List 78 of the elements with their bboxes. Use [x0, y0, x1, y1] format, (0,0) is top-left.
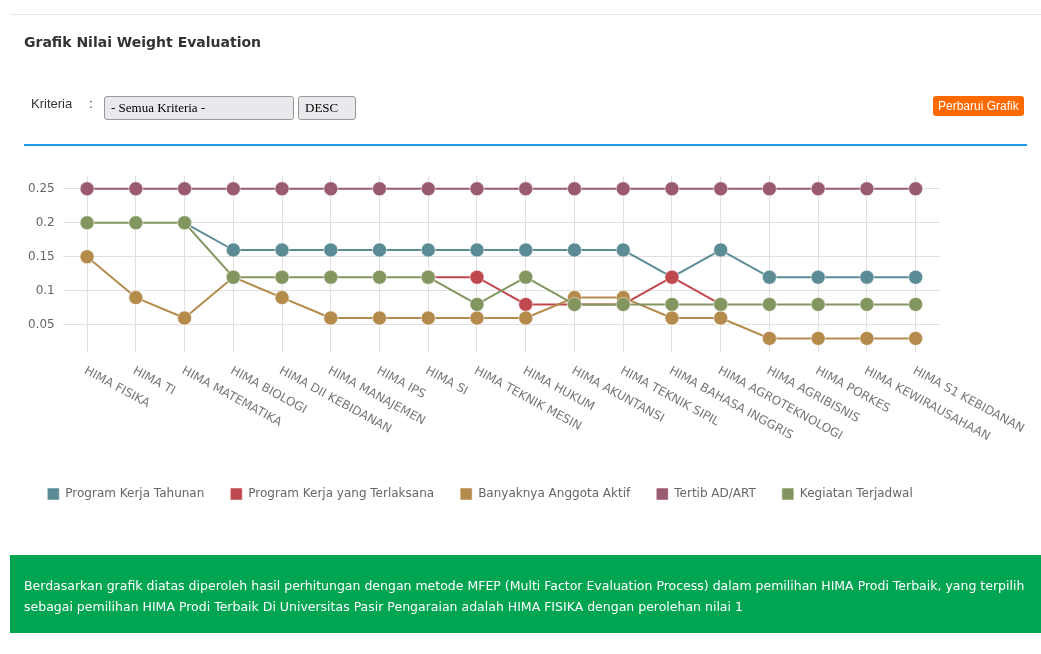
point [908, 331, 923, 346]
y-tick-label: 0.15 [28, 248, 55, 263]
text: Berdasarkan grafik diatas diperoleh hasil perhitungan dengan metode MFEP (Multi Factor Evaluation Process) dalam pemilihan HIMA Prodi Terbaik, yang terpilih sebagai pemilihan HIMA Prodi Terbaik Di Universitas Pasir Pengaraian adalah HIMA FISIKA dengan perolehan nilai 1 [10, 555, 1041, 633]
point [372, 181, 387, 197]
point [615, 181, 631, 197]
point [79, 215, 95, 231]
point [810, 181, 826, 197]
point [274, 181, 290, 197]
legend-label: Tertib AD/ART [673, 486, 757, 501]
point [567, 242, 582, 258]
point [469, 242, 485, 258]
point [762, 181, 777, 197]
point [713, 242, 728, 258]
point [372, 242, 387, 258]
point [762, 297, 777, 312]
point [859, 331, 875, 346]
point [372, 269, 387, 285]
point [226, 181, 241, 197]
point [713, 310, 728, 326]
point [274, 290, 290, 305]
y-tick-label: 0.2 [35, 214, 55, 229]
point [372, 310, 387, 326]
legend-label: Banyaknya Anggota Aktif [478, 486, 632, 501]
point [762, 331, 777, 346]
point [664, 310, 680, 326]
text: DESC [298, 96, 356, 120]
point [518, 297, 533, 312]
point [908, 297, 923, 312]
point [274, 242, 290, 258]
point [469, 297, 485, 312]
point [567, 181, 582, 197]
point [128, 215, 144, 231]
point [469, 269, 485, 285]
point [518, 310, 533, 326]
point [859, 297, 875, 312]
point [323, 181, 339, 197]
point [274, 269, 290, 285]
point [323, 242, 339, 258]
y-tick-label: 0.05 [28, 316, 55, 331]
point [810, 297, 826, 312]
point [323, 269, 339, 285]
legend-label: Kegiatan Terjadwal [799, 486, 913, 501]
point [177, 310, 192, 326]
point [713, 181, 728, 197]
point [421, 181, 436, 197]
legend-label: Program Kerja Tahunan [65, 486, 205, 501]
point [615, 242, 631, 258]
text: - Semua Kriteria - [104, 96, 294, 120]
text: Perbarui Grafik [933, 96, 1024, 116]
point [128, 290, 144, 305]
point [664, 297, 680, 312]
point [421, 242, 436, 258]
point [469, 181, 485, 197]
point [518, 242, 533, 258]
point [177, 181, 192, 197]
point [810, 331, 826, 346]
text: Kriteria [31, 96, 73, 111]
y-tick-label: 0.25 [28, 180, 55, 195]
point [810, 269, 826, 285]
point [79, 249, 95, 265]
point [908, 269, 923, 285]
point [908, 181, 923, 197]
chart-title: Grafik Nilai Weight Evaluation [24, 34, 262, 50]
point [421, 310, 436, 326]
point [79, 181, 95, 197]
point [762, 269, 777, 285]
point [859, 181, 875, 197]
y-tick-label: 0.1 [35, 282, 55, 297]
point [859, 269, 875, 285]
point [518, 181, 533, 197]
point [664, 181, 680, 197]
point [323, 310, 339, 326]
point [226, 242, 241, 258]
point [469, 310, 485, 326]
point [518, 269, 533, 285]
legend-label: Program Kerja yang Terlaksana [248, 486, 435, 501]
text: : [89, 96, 93, 111]
point [128, 181, 144, 197]
